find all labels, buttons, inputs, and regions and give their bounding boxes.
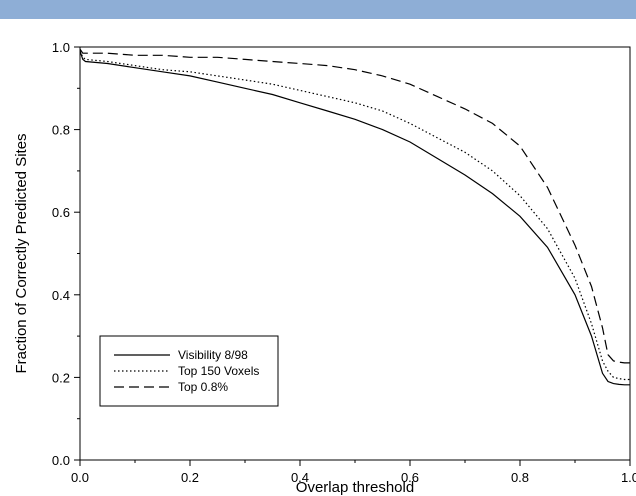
x-tick-label: 1.0: [621, 470, 636, 485]
legend-box: [99, 335, 279, 407]
legend-label-2: Top 150 Voxels: [178, 364, 259, 378]
y-tick-label: 0.6: [52, 205, 70, 220]
x-tick-label: 0.6: [401, 470, 419, 485]
y-tick-label: 0.2: [52, 370, 70, 385]
x-axis-title: Overlap threshold: [296, 479, 414, 496]
x-tick-label: 0.0: [71, 470, 89, 485]
x-tick-label: 0.2: [181, 470, 199, 485]
legend-label-3: Top 0.8%: [178, 380, 228, 394]
legend: Visibility 8/98 Top 150 Voxels Top 0.8%: [99, 335, 279, 407]
y-tick-label: 0.8: [52, 123, 70, 138]
y-tick-label: 1.0: [52, 40, 70, 55]
y-tick-label: 0.0: [52, 453, 70, 468]
top-accent-band: [0, 0, 636, 19]
series-line-1: [79, 50, 630, 386]
series-layer: [79, 48, 630, 386]
y-tick-label: 0.4: [52, 288, 70, 303]
axes-layer: 0.0 0.2 0.4 0.6 0.8 1.0 0.0 0.2 0.4 0.6 0.8 1.0: [52, 40, 636, 485]
legend-label-1: Visibility 8/98: [178, 348, 248, 362]
y-axis-title: Fraction of Correctly Predicted Sites: [13, 133, 30, 373]
series-line-3: [79, 48, 630, 364]
series-line-2: [79, 50, 630, 381]
x-tick-label: 0.8: [511, 470, 529, 485]
x-tick-label: 0.4: [291, 470, 309, 485]
